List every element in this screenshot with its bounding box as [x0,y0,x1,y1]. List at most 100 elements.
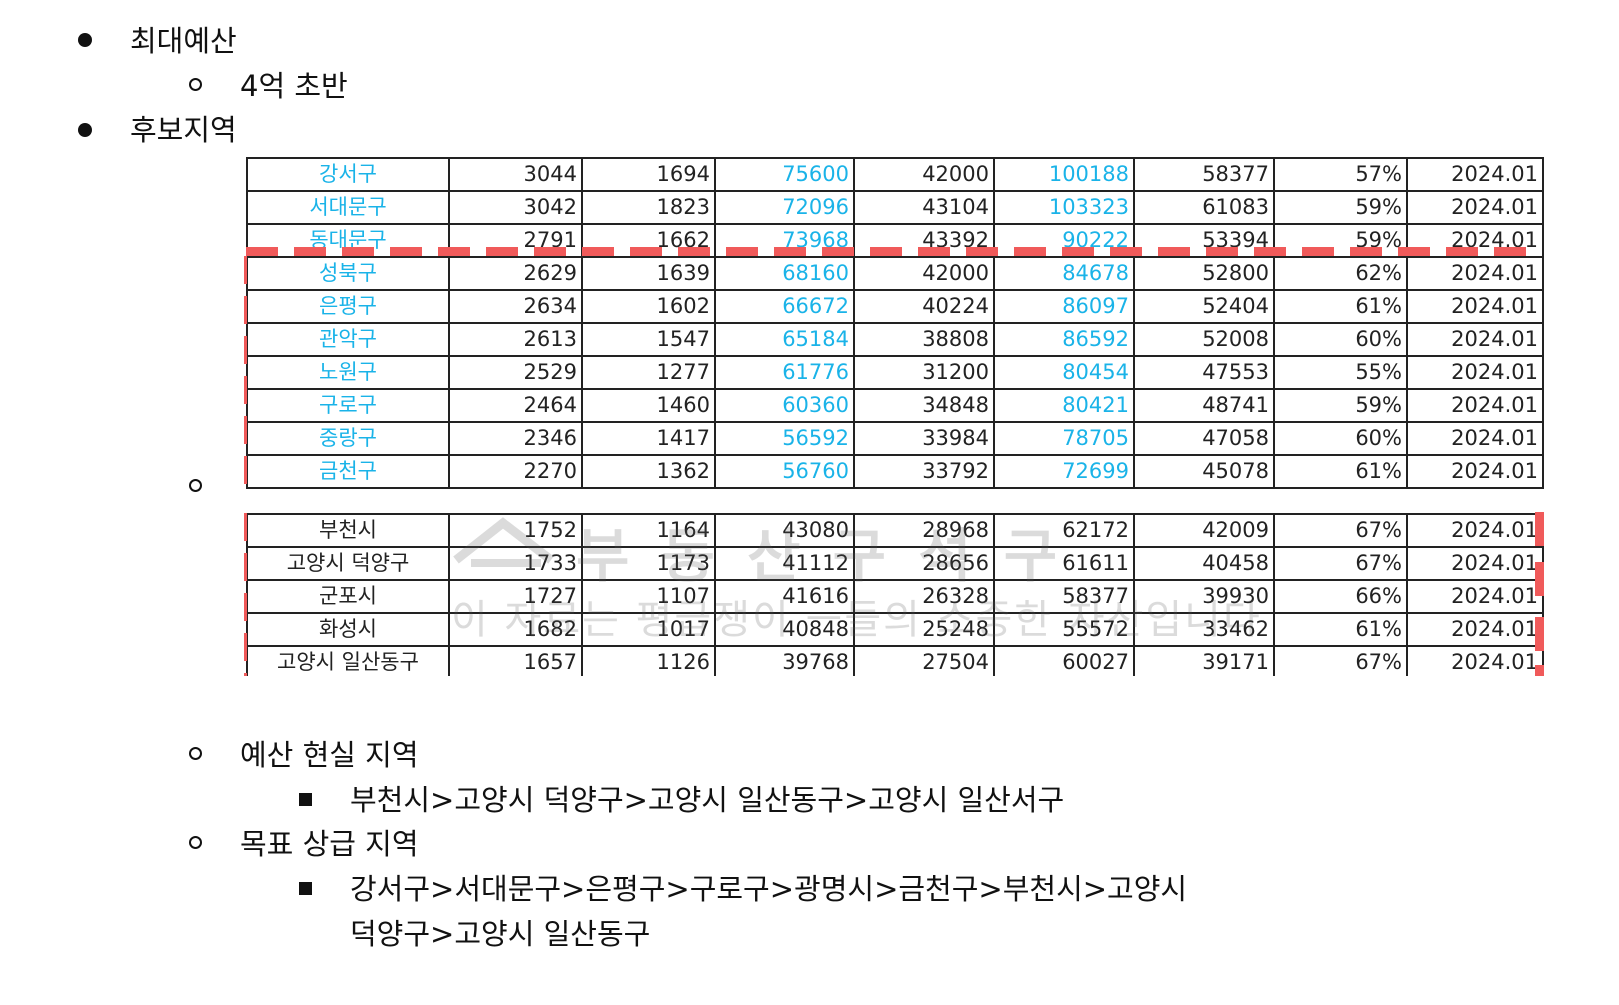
table-cell: 52008 [1133,322,1275,357]
budget-value: 4억 초반 [240,69,348,103]
table-cell: 2529 [448,355,583,390]
table-cell: 58377 [993,579,1135,614]
table-cell: 72096 [714,190,855,225]
table-cell: 1277 [581,355,716,390]
table-cell: 1173 [581,546,716,581]
table-row: 부천시 1752 1164 43080 28968 62172 42009 67% 2024.0… [246,513,1544,548]
region-name-cell: 관악구 [246,322,450,357]
watermark-text: 이 자료는 평급쟁이 ㅡ들의 소중한 자산입니다 [451,597,1262,643]
table-cell: 61083 [1133,190,1275,225]
table-cell: 40458 [1133,546,1275,581]
realistic-heading: 예산 현실 지역 [240,738,419,772]
dashed-separator [246,247,1542,256]
table-cell: 55% [1273,355,1408,390]
table-row: 금천구 2270 1362 56760 33792 72699 45078 61% 2024.0… [246,454,1544,489]
region-name-cell: 화성시 [246,612,450,647]
table-row: 군포시 1727 1107 41616 26328 58377 39930 66% 2024.0… [246,579,1544,614]
table-cell: 2024.01 [1406,322,1544,357]
target-list-line1: 강서구>서대문구>은평구>구로구>광명시>금천구>부천시>고양시 [350,872,1188,906]
table-cell: 103323 [993,190,1135,225]
table-row: 강서구 3044 1694 75600 42000 100188 58377 57% 2024.… [246,157,1544,192]
table-cell: 2024.01 [1406,355,1544,390]
table-cell: 2024.01 [1406,454,1544,489]
table-cell: 2024.01 [1406,190,1544,225]
table-cell: 43104 [853,190,995,225]
table-cell: 61% [1273,612,1408,647]
table-cell: 2629 [448,256,583,291]
table-row: 고양시 덕양구 1733 1173 41112 28656 61611 40458 67% 20… [246,546,1544,581]
table-row: 중랑구 2346 1417 56592 33984 78705 47058 60% 2024.0… [246,421,1544,456]
table-cell: 72699 [993,454,1135,489]
table-row: 노원구 2529 1277 61776 31200 80454 47553 55% 2024.0… [246,355,1544,390]
table-cell: 2024.01 [1406,612,1544,647]
region-name-cell: 고양시 일산동구 [246,645,450,676]
table-cell: 56592 [714,421,855,456]
table-row: 화성시 1682 1017 40848 25248 55572 33462 61% 2024.0… [246,612,1544,647]
table-cell: 1460 [581,388,716,423]
table-row: 고양시 일산동구 1657 1126 39768 27504 60027 39171 67% 2… [246,645,1544,676]
table-cell: 3044 [448,157,583,192]
table-cell: 78705 [993,421,1135,456]
table-cell: 62172 [993,513,1135,548]
table-cell: 2270 [448,454,583,489]
table-cell: 33792 [853,454,995,489]
table-cell: 39930 [1133,579,1275,614]
target-heading: 목표 상급 지역 [240,827,419,861]
target-list-line2: 덕양구>고양시 일산동구 [350,917,651,951]
table-cell: 59% [1273,190,1408,225]
table-cell: 1107 [581,579,716,614]
table-cell: 42009 [1133,513,1275,548]
table-cell: 42000 [853,157,995,192]
table-cell: 1547 [581,322,716,357]
table-cell: 59% [1273,388,1408,423]
table-cell: 2024.01 [1406,645,1544,676]
table-cell: 2024.01 [1406,289,1544,324]
table-cell: 66672 [714,289,855,324]
region-name-cell: 고양시 덕양구 [246,546,450,581]
table-cell: 2024.01 [1406,513,1544,548]
gyeonggi-table-crop: 부천시 1752 1164 43080 28968 62172 42009 67% 2024.0… [246,513,1546,676]
table-cell: 2024.01 [1406,256,1544,291]
table-cell: 60027 [993,645,1135,676]
table-cell: 1727 [448,579,583,614]
seoul-district-table: 강서구 3044 1694 75600 42000 100188 58377 57% 2024.… [246,157,1544,489]
table-cell: 66% [1273,579,1408,614]
table-cell: 41616 [714,579,855,614]
dashed-border-left [244,256,247,494]
dashed-border-right [1535,562,1544,596]
bullet-square [299,793,312,806]
watermark-title: 부 동 산 구 석 구 [576,522,1064,590]
table-cell: 1823 [581,190,716,225]
region-name-cell: 중랑구 [246,421,450,456]
table-cell: 47553 [1133,355,1275,390]
table-cell: 1694 [581,157,716,192]
table-cell: 31200 [853,355,995,390]
table-cell: 33984 [853,421,995,456]
table-cell: 86592 [993,322,1135,357]
table-cell: 100188 [993,157,1135,192]
table-cell: 43080 [714,513,855,548]
table-cell: 2024.01 [1406,579,1544,614]
table-cell: 55572 [993,612,1135,647]
table-cell: 84678 [993,256,1135,291]
table-cell: 65184 [714,322,855,357]
table-row: 서대문구 3042 1823 72096 43104 103323 61083 59% 2024… [246,190,1544,225]
table-cell: 67% [1273,546,1408,581]
bullet-circle [189,747,202,760]
table-cell: 1017 [581,612,716,647]
table-cell: 2024.01 [1406,421,1544,456]
region-name-cell: 금천구 [246,454,450,489]
region-name-cell: 군포시 [246,579,450,614]
table-cell: 1362 [581,454,716,489]
table-cell: 80454 [993,355,1135,390]
dashed-border-left [244,513,247,676]
table-cell: 27504 [853,645,995,676]
table-cell: 1682 [448,612,583,647]
realistic-list: 부천시>고양시 덕양구>고양시 일산동구>고양시 일산서구 [350,783,1065,817]
table-cell: 86097 [993,289,1135,324]
dashed-border-right [1535,617,1544,651]
table-cell: 56760 [714,454,855,489]
table-cell: 61% [1273,454,1408,489]
table-cell: 48741 [1133,388,1275,423]
region-name-cell: 은평구 [246,289,450,324]
